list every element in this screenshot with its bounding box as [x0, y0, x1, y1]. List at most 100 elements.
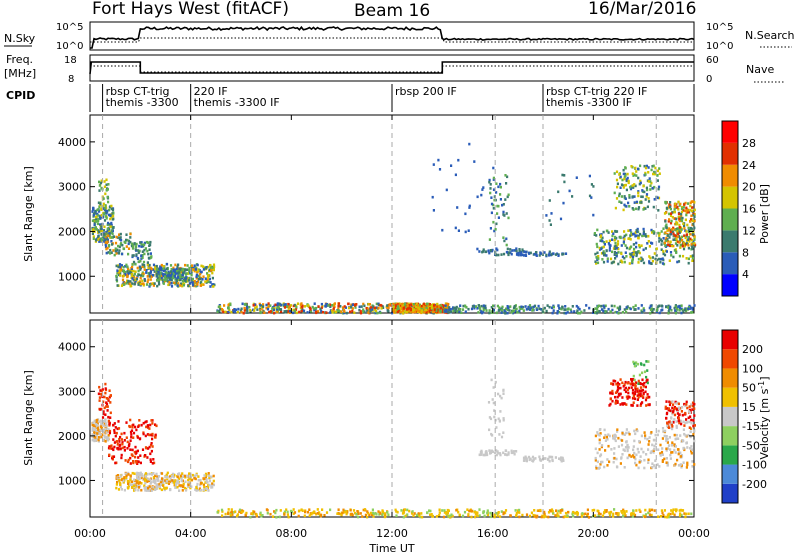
data-cell [675, 420, 678, 423]
data-cell [185, 276, 188, 279]
data-cell [184, 263, 187, 267]
data-cell [639, 164, 642, 168]
data-cell [106, 409, 109, 412]
data-cell [613, 447, 616, 450]
data-cell [523, 250, 526, 254]
data-cell [438, 513, 441, 517]
data-cell [670, 309, 673, 312]
data-cell [532, 513, 535, 517]
data-cell [166, 475, 169, 479]
data-cell [532, 458, 535, 461]
data-cell [613, 253, 616, 256]
data-cell [428, 303, 432, 306]
data-cell [406, 310, 409, 314]
data-cell [171, 480, 174, 484]
data-cell [596, 310, 599, 313]
data-cell [667, 310, 670, 313]
data-cell [110, 207, 113, 211]
data-cell [645, 195, 648, 198]
data-cell [143, 243, 146, 246]
data-cell [286, 510, 289, 514]
data-cell [246, 308, 249, 311]
data-cell [398, 306, 401, 310]
data-cell [627, 179, 630, 183]
data-cell [110, 236, 113, 239]
data-cell [97, 435, 101, 439]
data-cell [160, 267, 163, 271]
colorbar-segment [722, 230, 738, 253]
data-cell [654, 433, 657, 437]
data-cell [495, 449, 498, 452]
data-cell [183, 486, 187, 490]
data-cell [366, 309, 369, 313]
data-cell [641, 310, 644, 314]
data-cell [108, 208, 111, 212]
data-cell [203, 474, 206, 477]
data-cell [127, 471, 130, 475]
data-cell [119, 435, 122, 439]
x-tick-label: 04:00 [175, 527, 207, 540]
data-cell [436, 305, 439, 308]
data-cell [105, 237, 108, 241]
data-cell [661, 262, 665, 265]
data-cell [118, 233, 121, 236]
data-cell [182, 475, 185, 478]
data-cell [678, 204, 681, 207]
data-cell [486, 511, 489, 515]
data-cell [95, 228, 98, 231]
data-cell [522, 254, 525, 257]
data-cell [207, 483, 210, 487]
data-cell [640, 434, 643, 438]
data-cell [667, 220, 670, 223]
data-cell [216, 510, 219, 514]
data-cell [172, 481, 175, 484]
data-cell [671, 406, 674, 410]
data-cell [283, 510, 286, 514]
data-cell [656, 433, 659, 437]
colorbar-segment [722, 274, 738, 296]
data-cell [104, 440, 107, 443]
data-cell [355, 513, 358, 516]
data-cell [649, 256, 652, 260]
data-cell [595, 467, 598, 470]
data-cell [601, 514, 605, 518]
data-cell [518, 305, 521, 309]
data-cell [263, 311, 266, 314]
data-cell [315, 306, 318, 310]
data-cell [611, 238, 614, 241]
data-cell [693, 242, 696, 245]
data-cell [134, 248, 137, 251]
data-cell [644, 166, 648, 170]
data-cell [146, 433, 149, 436]
data-cell [505, 453, 509, 457]
data-cell [558, 307, 561, 310]
data-cell [151, 432, 154, 436]
data-cell [646, 188, 649, 192]
data-cell [612, 437, 615, 440]
data-cell [95, 238, 98, 242]
data-cell [91, 219, 94, 222]
data-cell [655, 254, 658, 257]
data-cell [154, 474, 157, 478]
data-cell [193, 474, 196, 478]
data-cell [485, 309, 488, 312]
data-cell [125, 474, 128, 478]
data-cell [622, 514, 625, 518]
data-cell [188, 476, 191, 479]
data-cell [498, 452, 502, 455]
data-cell [676, 229, 679, 233]
data-cell [651, 443, 654, 447]
data-cell [622, 385, 625, 388]
data-cell [436, 302, 439, 306]
data-cell [647, 197, 650, 200]
data-cell [632, 253, 635, 256]
data-cell [507, 216, 510, 220]
data-cell [224, 310, 227, 314]
data-cell [149, 443, 153, 447]
data-cell [673, 443, 676, 446]
data-cell [411, 307, 414, 310]
data-cell [616, 311, 619, 314]
data-cell [670, 219, 673, 223]
data-cell [177, 276, 180, 279]
data-cell [195, 473, 198, 477]
